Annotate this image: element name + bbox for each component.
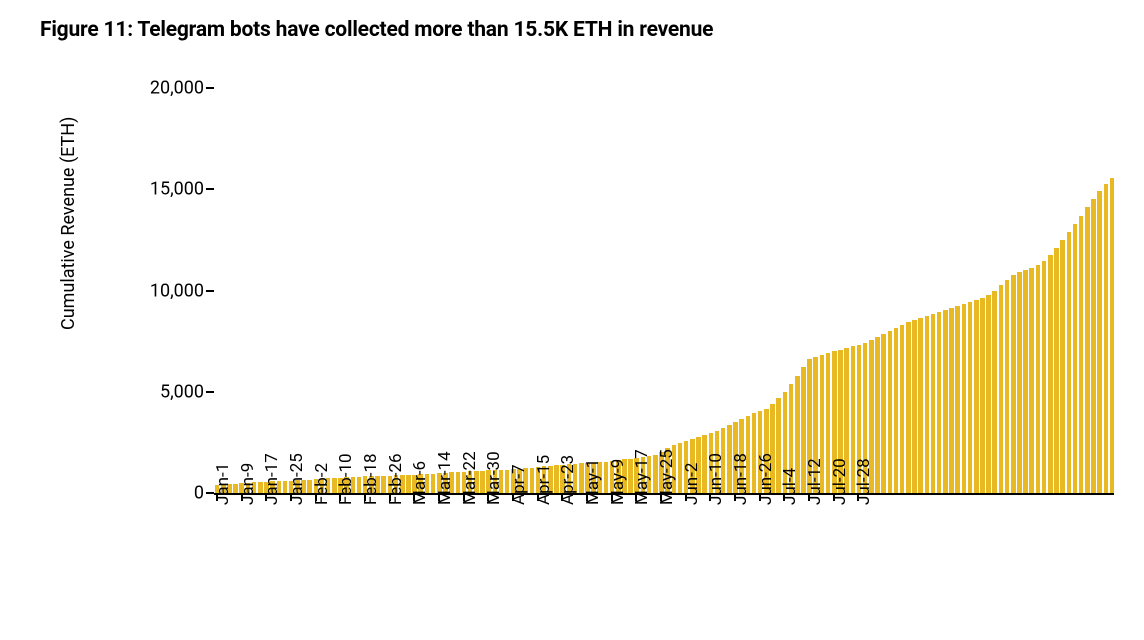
- bar: [931, 314, 936, 493]
- bar: [1042, 261, 1047, 493]
- bar: [949, 308, 954, 493]
- x-tick-label: 28-Jul: [854, 458, 874, 505]
- bar: [980, 298, 985, 493]
- x-tick-label: 15-Apr: [534, 455, 554, 505]
- y-tick-mark: [206, 188, 214, 190]
- x-tick-label: 1-May: [583, 459, 603, 505]
- plot-area: [214, 88, 1114, 495]
- bars-container: [214, 88, 1114, 493]
- bar: [968, 302, 973, 493]
- bar: [888, 331, 893, 493]
- x-tick-label: 1-Jan: [213, 463, 233, 505]
- x-tick-label: 30-Mar: [484, 451, 504, 505]
- x-tick-label: 10-Jun: [706, 453, 726, 505]
- bar: [1079, 216, 1084, 493]
- y-tick-label: 15,000: [150, 179, 204, 200]
- x-tick-label: 26-Feb: [386, 453, 406, 505]
- bar: [955, 306, 960, 493]
- x-tick-label: 18-Feb: [361, 453, 381, 505]
- bar: [962, 304, 967, 493]
- bar: [999, 285, 1004, 493]
- bar: [1054, 248, 1059, 493]
- bar: [875, 337, 880, 493]
- bar: [1011, 275, 1016, 493]
- bar: [992, 291, 997, 494]
- x-tick-label: 17-Jan: [262, 453, 282, 505]
- x-tick-label: 2-Jun: [682, 463, 702, 505]
- y-tick-label: 20,000: [150, 78, 204, 99]
- bar: [912, 320, 917, 493]
- bar: [1097, 191, 1102, 493]
- x-tick-label: 9-Jan: [238, 463, 258, 505]
- x-tick-label: 25-May: [657, 449, 677, 505]
- x-tick-label: 22-Mar: [460, 451, 480, 505]
- y-tick-mark: [206, 290, 214, 292]
- figure-title: Figure 11: Telegram bots have collected …: [40, 18, 713, 42]
- bar: [1091, 199, 1096, 493]
- x-tick-label: 4-Jul: [780, 468, 800, 505]
- bar: [894, 328, 899, 493]
- bar: [1023, 270, 1028, 493]
- x-tick-label: 6-Mar: [410, 461, 430, 505]
- x-tick-label: 7-Apr: [509, 464, 529, 505]
- bar: [1017, 272, 1022, 493]
- x-tick-label: 12-Jul: [805, 458, 825, 505]
- bar: [1048, 255, 1053, 493]
- bar: [925, 316, 930, 493]
- bar: [1005, 280, 1010, 493]
- bar: [881, 334, 886, 493]
- bar: [918, 318, 923, 493]
- bar: [1060, 240, 1065, 493]
- bar: [986, 295, 991, 493]
- bar: [1104, 184, 1109, 493]
- x-tick-label: 14-Mar: [435, 451, 455, 505]
- y-tick-label: 10,000: [150, 280, 204, 301]
- y-tick-mark: [206, 391, 214, 393]
- bar: [1110, 178, 1115, 493]
- x-tick-label: 26-Jun: [756, 453, 776, 505]
- x-tick-label: 9-May: [608, 459, 628, 505]
- x-tick-label: 20-Jul: [830, 458, 850, 505]
- bar: [1029, 268, 1034, 493]
- bar: [1067, 232, 1072, 493]
- x-axis-labels: 1-Jan9-Jan17-Jan25-Jan2-Feb10-Feb18-Feb2…: [214, 505, 1114, 625]
- figure: Figure 11: Telegram bots have collected …: [0, 0, 1144, 640]
- x-tick-label: 18-Jun: [731, 453, 751, 505]
- bar: [943, 310, 948, 493]
- bar: [906, 322, 911, 493]
- bar: [1036, 265, 1041, 493]
- bar: [1073, 224, 1078, 493]
- y-tick-label: 5,000: [160, 381, 204, 402]
- x-tick-label: 25-Jan: [287, 453, 307, 505]
- y-tick-mark: [206, 87, 214, 89]
- x-tick-label: 2-Feb: [312, 463, 332, 505]
- bar: [974, 300, 979, 493]
- y-axis-label: Cumulative Revenue (ETH): [58, 117, 79, 330]
- bar: [1085, 207, 1090, 493]
- y-tick-label: 0: [194, 483, 204, 504]
- bar: [937, 312, 942, 493]
- x-tick-label: 23-Apr: [558, 455, 578, 505]
- x-tick-label: 17-May: [632, 449, 652, 505]
- x-tick-label: 10-Feb: [336, 453, 356, 505]
- bar: [900, 325, 905, 493]
